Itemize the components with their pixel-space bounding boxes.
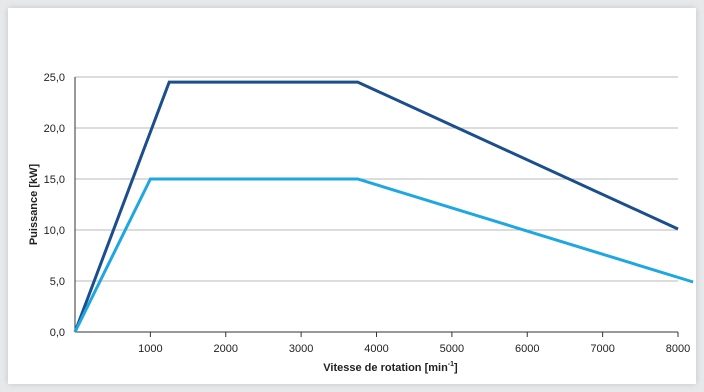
x-axis-title-end: ] — [454, 362, 458, 374]
y-tick-label: 25,0 — [44, 72, 65, 84]
y-tick-label: 20,0 — [44, 123, 65, 135]
x-tick-label: 5000 — [440, 343, 464, 355]
x-axis-title-superscript: -1 — [448, 361, 454, 368]
x-tick-label: 1000 — [138, 343, 162, 355]
series-line-2 — [73, 177, 694, 333]
x-axis-title-main: Vitesse de rotation [min — [323, 362, 448, 374]
x-tick-label: 8000 — [666, 343, 690, 355]
x-tick-label: 7000 — [590, 343, 614, 355]
y-tick-label: 5,0 — [50, 276, 65, 288]
series-lines — [73, 80, 694, 333]
x-tick-label: 6000 — [515, 343, 539, 355]
x-tick-label: 4000 — [364, 343, 388, 355]
axes — [74, 77, 679, 337]
y-tick-label: 10,0 — [44, 225, 65, 237]
x-tick-label: 2000 — [214, 343, 238, 355]
y-tick-label: 0,0 — [50, 327, 65, 339]
series-line-1 — [73, 80, 679, 333]
chart-panel — [8, 8, 696, 384]
x-axis-title: Vitesse de rotation [min-1] — [323, 361, 458, 374]
y-tick-label: 15,0 — [44, 174, 65, 186]
x-tick-label: 3000 — [289, 343, 313, 355]
tick-labels: 0,0 5,0 10,0 15,0 20,0 25,0 1000 2000 3000 4000 50… — [44, 72, 691, 355]
y-axis-title: Puissance [kW] — [28, 164, 40, 246]
